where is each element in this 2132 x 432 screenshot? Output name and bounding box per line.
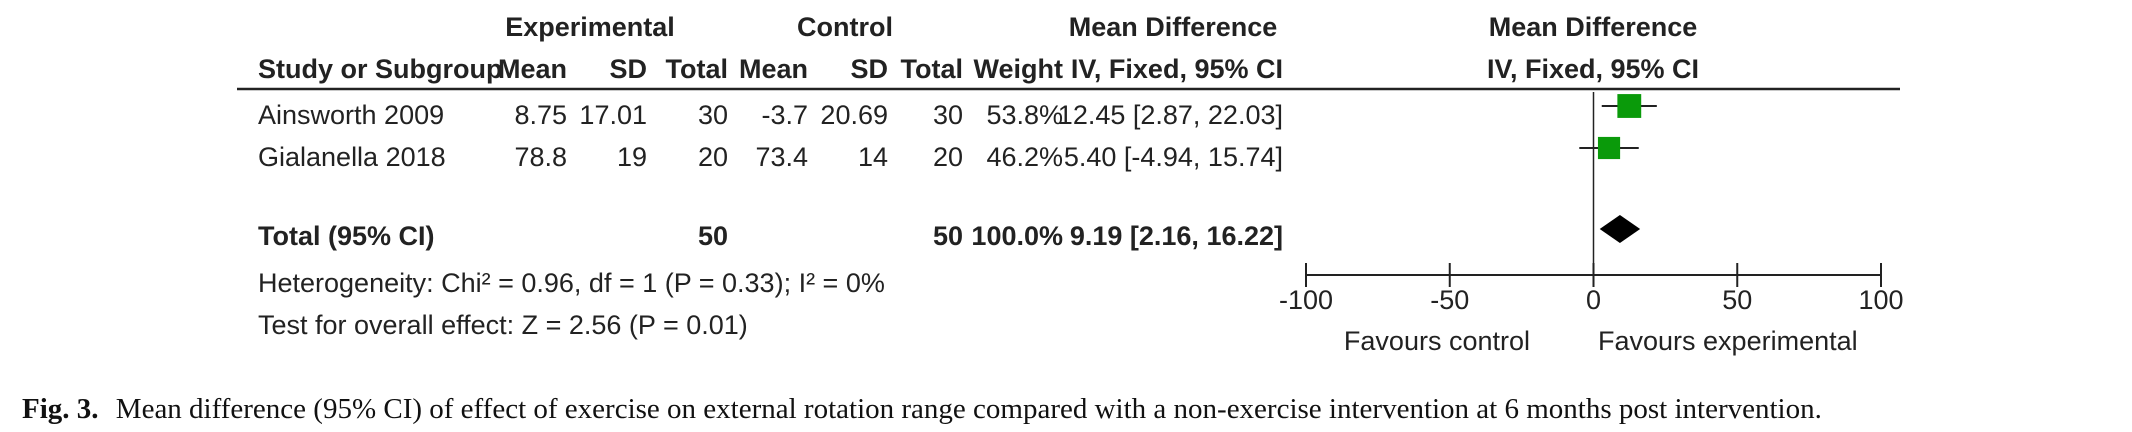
ctl-sd-column-header: SD [850,54,888,84]
x-axis-tick-label: -100 [1279,285,1333,315]
control-group-header: Control [797,12,893,42]
summary-diamond [1599,215,1641,243]
study-weight: 46.2% [986,142,1063,172]
study-column-header: Study or Subgroup [258,54,502,84]
exp-mean-column-header: Mean [498,54,567,84]
total-weight: 100.0% [971,221,1063,251]
plot-ci-column-header: IV, Fixed, 95% CI [1487,54,1699,84]
exp-sd-column-header: SD [609,54,647,84]
study-point-estimate [1617,94,1642,118]
study-ci-text: 5.40 [-4.94, 15.74] [1064,142,1283,172]
ctl-total-column-header: Total [901,54,964,84]
exp-total-column-header: Total [666,54,729,84]
heterogeneity-note: Heterogeneity: Chi² = 0.96, df = 1 (P = … [258,268,885,298]
forest-plot-area: -100 -50 0 50 100 [1279,92,1904,315]
x-axis-tick-label: -50 [1430,285,1469,315]
exp-sd: 17.01 [579,100,647,130]
favours-experimental-label: Favours experimental [1598,326,1858,356]
study-name: Gialanella 2018 [258,142,446,172]
weight-column-header: Weight [974,54,1064,84]
ctl-sd: 14 [858,142,888,172]
x-axis-tick-label: 100 [1858,285,1903,315]
study-ci-text: 12.45 [2.87, 22.03] [1058,100,1283,130]
exp-mean: 8.75 [514,100,567,130]
total-label: Total (95% CI) [258,221,435,251]
exp-total: 20 [698,142,728,172]
overall-effect-note: Test for overall effect: Z = 2.56 (P = 0… [258,310,748,340]
caption-label: Fig. 3. [22,393,99,425]
total-ci-text: 9.19 [2.16, 16.22] [1070,221,1283,251]
ctl-total: 20 [933,142,963,172]
ctl-total: 30 [933,100,963,130]
ctl-mean: -3.7 [761,100,808,130]
plot-mean-difference-header: Mean Difference [1489,12,1698,42]
total-exp-total: 50 [698,221,728,251]
study-weight: 53.8% [986,100,1063,130]
mean-difference-header: Mean Difference [1069,12,1278,42]
ctl-mean-column-header: Mean [739,54,808,84]
figure-caption: Fig. 3. Mean difference (95% CI) of effe… [22,393,1822,425]
ctl-mean: 73.4 [755,142,808,172]
md-ci-column-header: IV, Fixed, 95% CI [1071,54,1283,84]
experimental-group-header: Experimental [505,12,675,42]
caption-text: Mean difference (95% CI) of effect of ex… [116,393,1822,425]
x-axis-tick-label: 50 [1722,285,1752,315]
total-ctl-total: 50 [933,221,963,251]
x-axis-tick-label: 0 [1586,285,1601,315]
favours-control-label: Favours control [1344,326,1530,356]
exp-mean: 78.8 [514,142,567,172]
exp-sd: 19 [617,142,647,172]
exp-total: 30 [698,100,728,130]
study-point-estimate [1597,136,1621,160]
ctl-sd: 20.69 [820,100,888,130]
study-name: Ainsworth 2009 [258,100,444,130]
